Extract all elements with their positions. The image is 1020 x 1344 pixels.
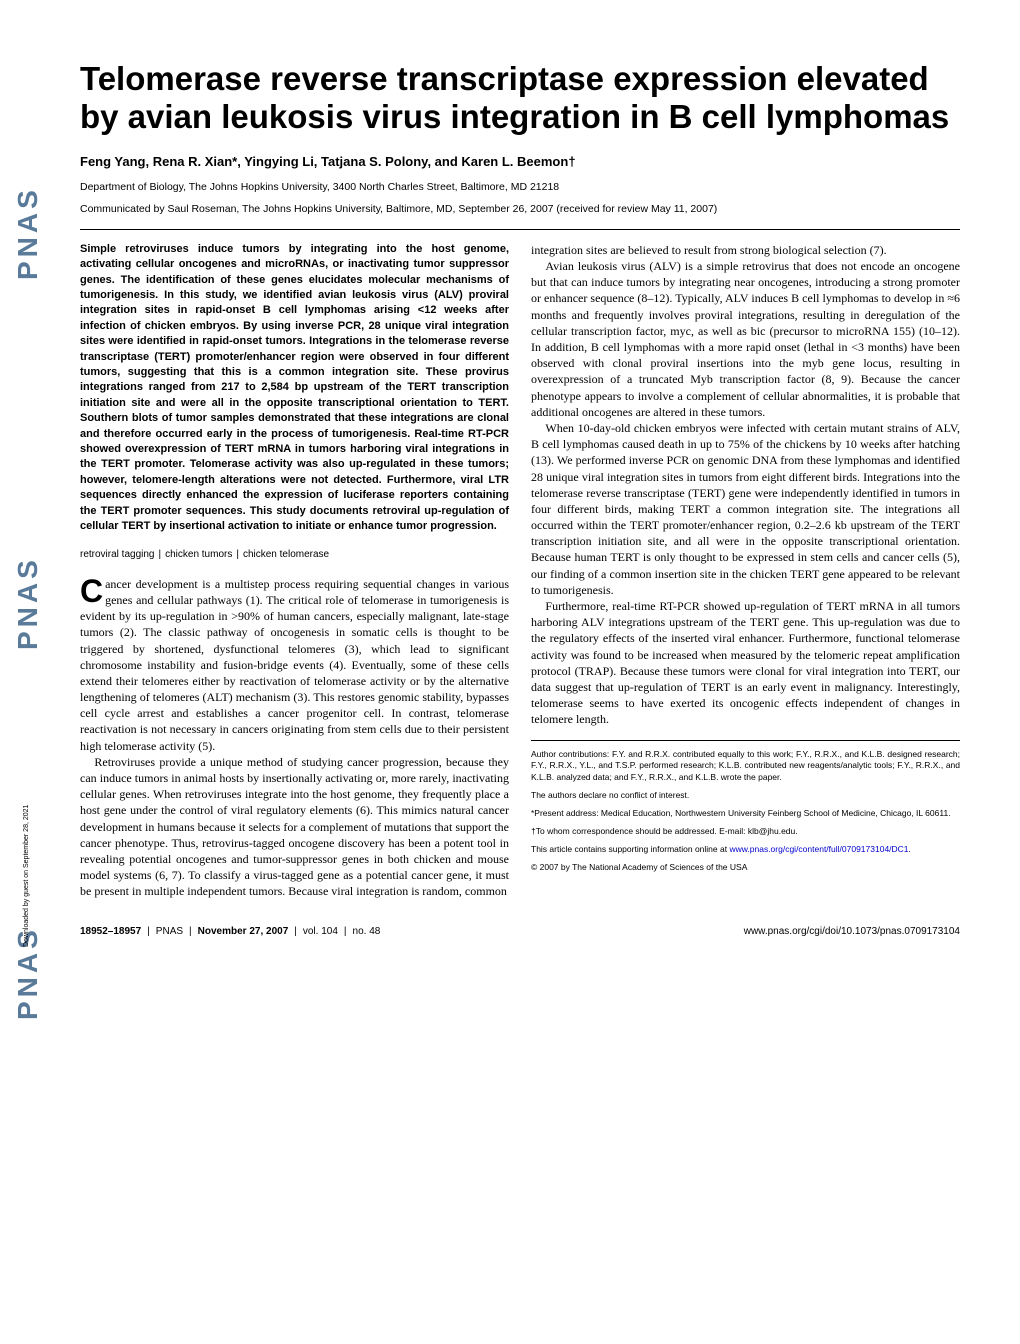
- two-column-body: Simple retroviruses induce tumors by int…: [80, 242, 960, 900]
- conflict-statement: The authors declare no conflict of inter…: [531, 790, 960, 802]
- body-paragraph: When 10-day-old chicken embryos were inf…: [531, 420, 960, 598]
- abstract: Simple retroviruses induce tumors by int…: [80, 242, 509, 534]
- footer-url: www.pnas.org/cgi/doi/10.1073/pnas.070917…: [744, 926, 960, 937]
- keyword: chicken telomerase: [243, 549, 329, 560]
- body-paragraph: Cancer development is a multistep proces…: [80, 576, 509, 754]
- keyword-separator: |: [236, 549, 239, 560]
- copyright: © 2007 by The National Academy of Scienc…: [531, 862, 960, 874]
- keyword-separator: |: [158, 549, 161, 560]
- body-paragraph: Avian leukosis virus (ALV) is a simple r…: [531, 258, 960, 420]
- footer-left: 18952–18957|PNAS|November 27, 2007|vol. …: [80, 926, 380, 937]
- footer-journal: PNAS: [156, 926, 183, 937]
- supp-pre: This article contains supporting informa…: [531, 844, 729, 854]
- body-paragraph: Retroviruses provide a unique method of …: [80, 754, 509, 900]
- affiliation: Department of Biology, The Johns Hopkins…: [80, 181, 960, 193]
- present-address: *Present address: Medical Education, Nor…: [531, 808, 960, 820]
- body-paragraph: integration sites are believed to result…: [531, 242, 960, 258]
- page-content: Telomerase reverse transcriptase express…: [0, 0, 1020, 967]
- body-paragraph: Furthermore, real-time RT-PCR showed up-…: [531, 598, 960, 728]
- article-title: Telomerase reverse transcriptase express…: [80, 60, 960, 136]
- communicated-line: Communicated by Saul Roseman, The Johns …: [80, 203, 960, 215]
- footer-volume: vol. 104: [303, 926, 338, 937]
- author-info-block: Author contributions: F.Y. and R.R.X. co…: [531, 740, 960, 874]
- page-footer: 18952–18957|PNAS|November 27, 2007|vol. …: [80, 920, 960, 937]
- footer-pages: 18952–18957: [80, 926, 141, 937]
- divider: [80, 229, 960, 230]
- footer-issue: no. 48: [353, 926, 381, 937]
- supporting-info-link[interactable]: www.pnas.org/cgi/content/full/0709173104…: [729, 844, 908, 854]
- body-text: ancer development is a multistep process…: [80, 577, 509, 753]
- keywords: retroviral tagging | chicken tumors | chicke…: [80, 548, 509, 562]
- supp-post: .: [909, 844, 911, 854]
- footer-date: November 27, 2007: [198, 926, 289, 937]
- supporting-info: This article contains supporting informa…: [531, 844, 960, 856]
- author-list: Feng Yang, Rena R. Xian*, Yingying Li, T…: [80, 154, 960, 169]
- dropcap: C: [80, 576, 105, 605]
- keyword: chicken tumors: [165, 549, 232, 560]
- keyword: retroviral tagging: [80, 549, 154, 560]
- author-contributions: Author contributions: F.Y. and R.R.X. co…: [531, 749, 960, 785]
- correspondence: †To whom correspondence should be addres…: [531, 826, 960, 838]
